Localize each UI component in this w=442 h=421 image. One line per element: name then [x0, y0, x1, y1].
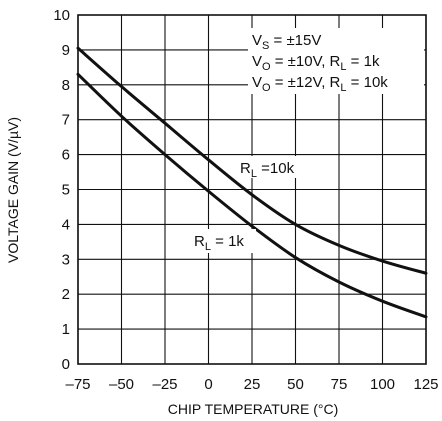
condition-1k: VO = ±10V, RL = 1k	[252, 53, 380, 73]
y-tick-label-10: 10	[53, 7, 70, 24]
condition-10k: VO = ±12V, RL = 10k	[252, 74, 388, 94]
x-tick-label-5: 50	[287, 376, 304, 393]
y-tick-label-2: 2	[62, 286, 70, 303]
series-label-1k: RL = 1k	[194, 233, 244, 253]
conditions-annotation: VS = ±15V VO = ±10V, RL = 1k VO = ±12V, …	[248, 28, 424, 94]
y-tick-label-9: 9	[62, 42, 70, 59]
conditions-background	[248, 28, 424, 94]
y-tick-label-3: 3	[62, 251, 70, 268]
condition-supply: VS = ±15V	[252, 32, 321, 52]
x-tick-label-6: 75	[331, 376, 348, 393]
x-axis-title: CHIP TEMPERATURE (°C)	[168, 401, 339, 417]
x-tick-label-2: –25	[152, 376, 177, 393]
x-tick-label-3: 0	[204, 376, 212, 393]
series-label-1k-background	[192, 229, 256, 253]
series-line-rl-10k	[76, 46, 428, 275]
y-tick-label-6: 6	[62, 147, 70, 164]
tick-labels: –75 –50 –25 0 25 50 75 100 125 0 1 2 3 4 5 6 7 8 9 10	[53, 7, 438, 393]
series-line-rl-1k	[76, 72, 428, 319]
series-layer	[76, 46, 428, 319]
y-tick-label-7: 7	[62, 112, 70, 129]
x-tick-label-0: –75	[65, 376, 90, 393]
y-axis-title: VOLTAGE GAIN (V/µV)	[5, 117, 21, 263]
series-label-10k: RL =10k	[240, 160, 295, 180]
x-tick-label-1: –50	[109, 376, 134, 393]
y-tick-label-8: 8	[62, 77, 70, 94]
x-tick-label-8: 125	[413, 376, 438, 393]
x-tick-label-4: 25	[244, 376, 261, 393]
series-label-10k-background	[238, 156, 304, 178]
y-tick-label-1: 1	[62, 321, 70, 338]
y-tick-label-4: 4	[62, 216, 70, 233]
y-tick-label-5: 5	[62, 182, 70, 199]
plot-frame	[77, 14, 427, 365]
series-label-1k-group: RL = 1k	[192, 229, 256, 253]
x-tick-label-7: 100	[370, 376, 395, 393]
series-label-10k-group: RL =10k	[238, 156, 304, 180]
plot-frame-layer	[77, 14, 427, 365]
y-tick-label-0: 0	[62, 356, 70, 373]
